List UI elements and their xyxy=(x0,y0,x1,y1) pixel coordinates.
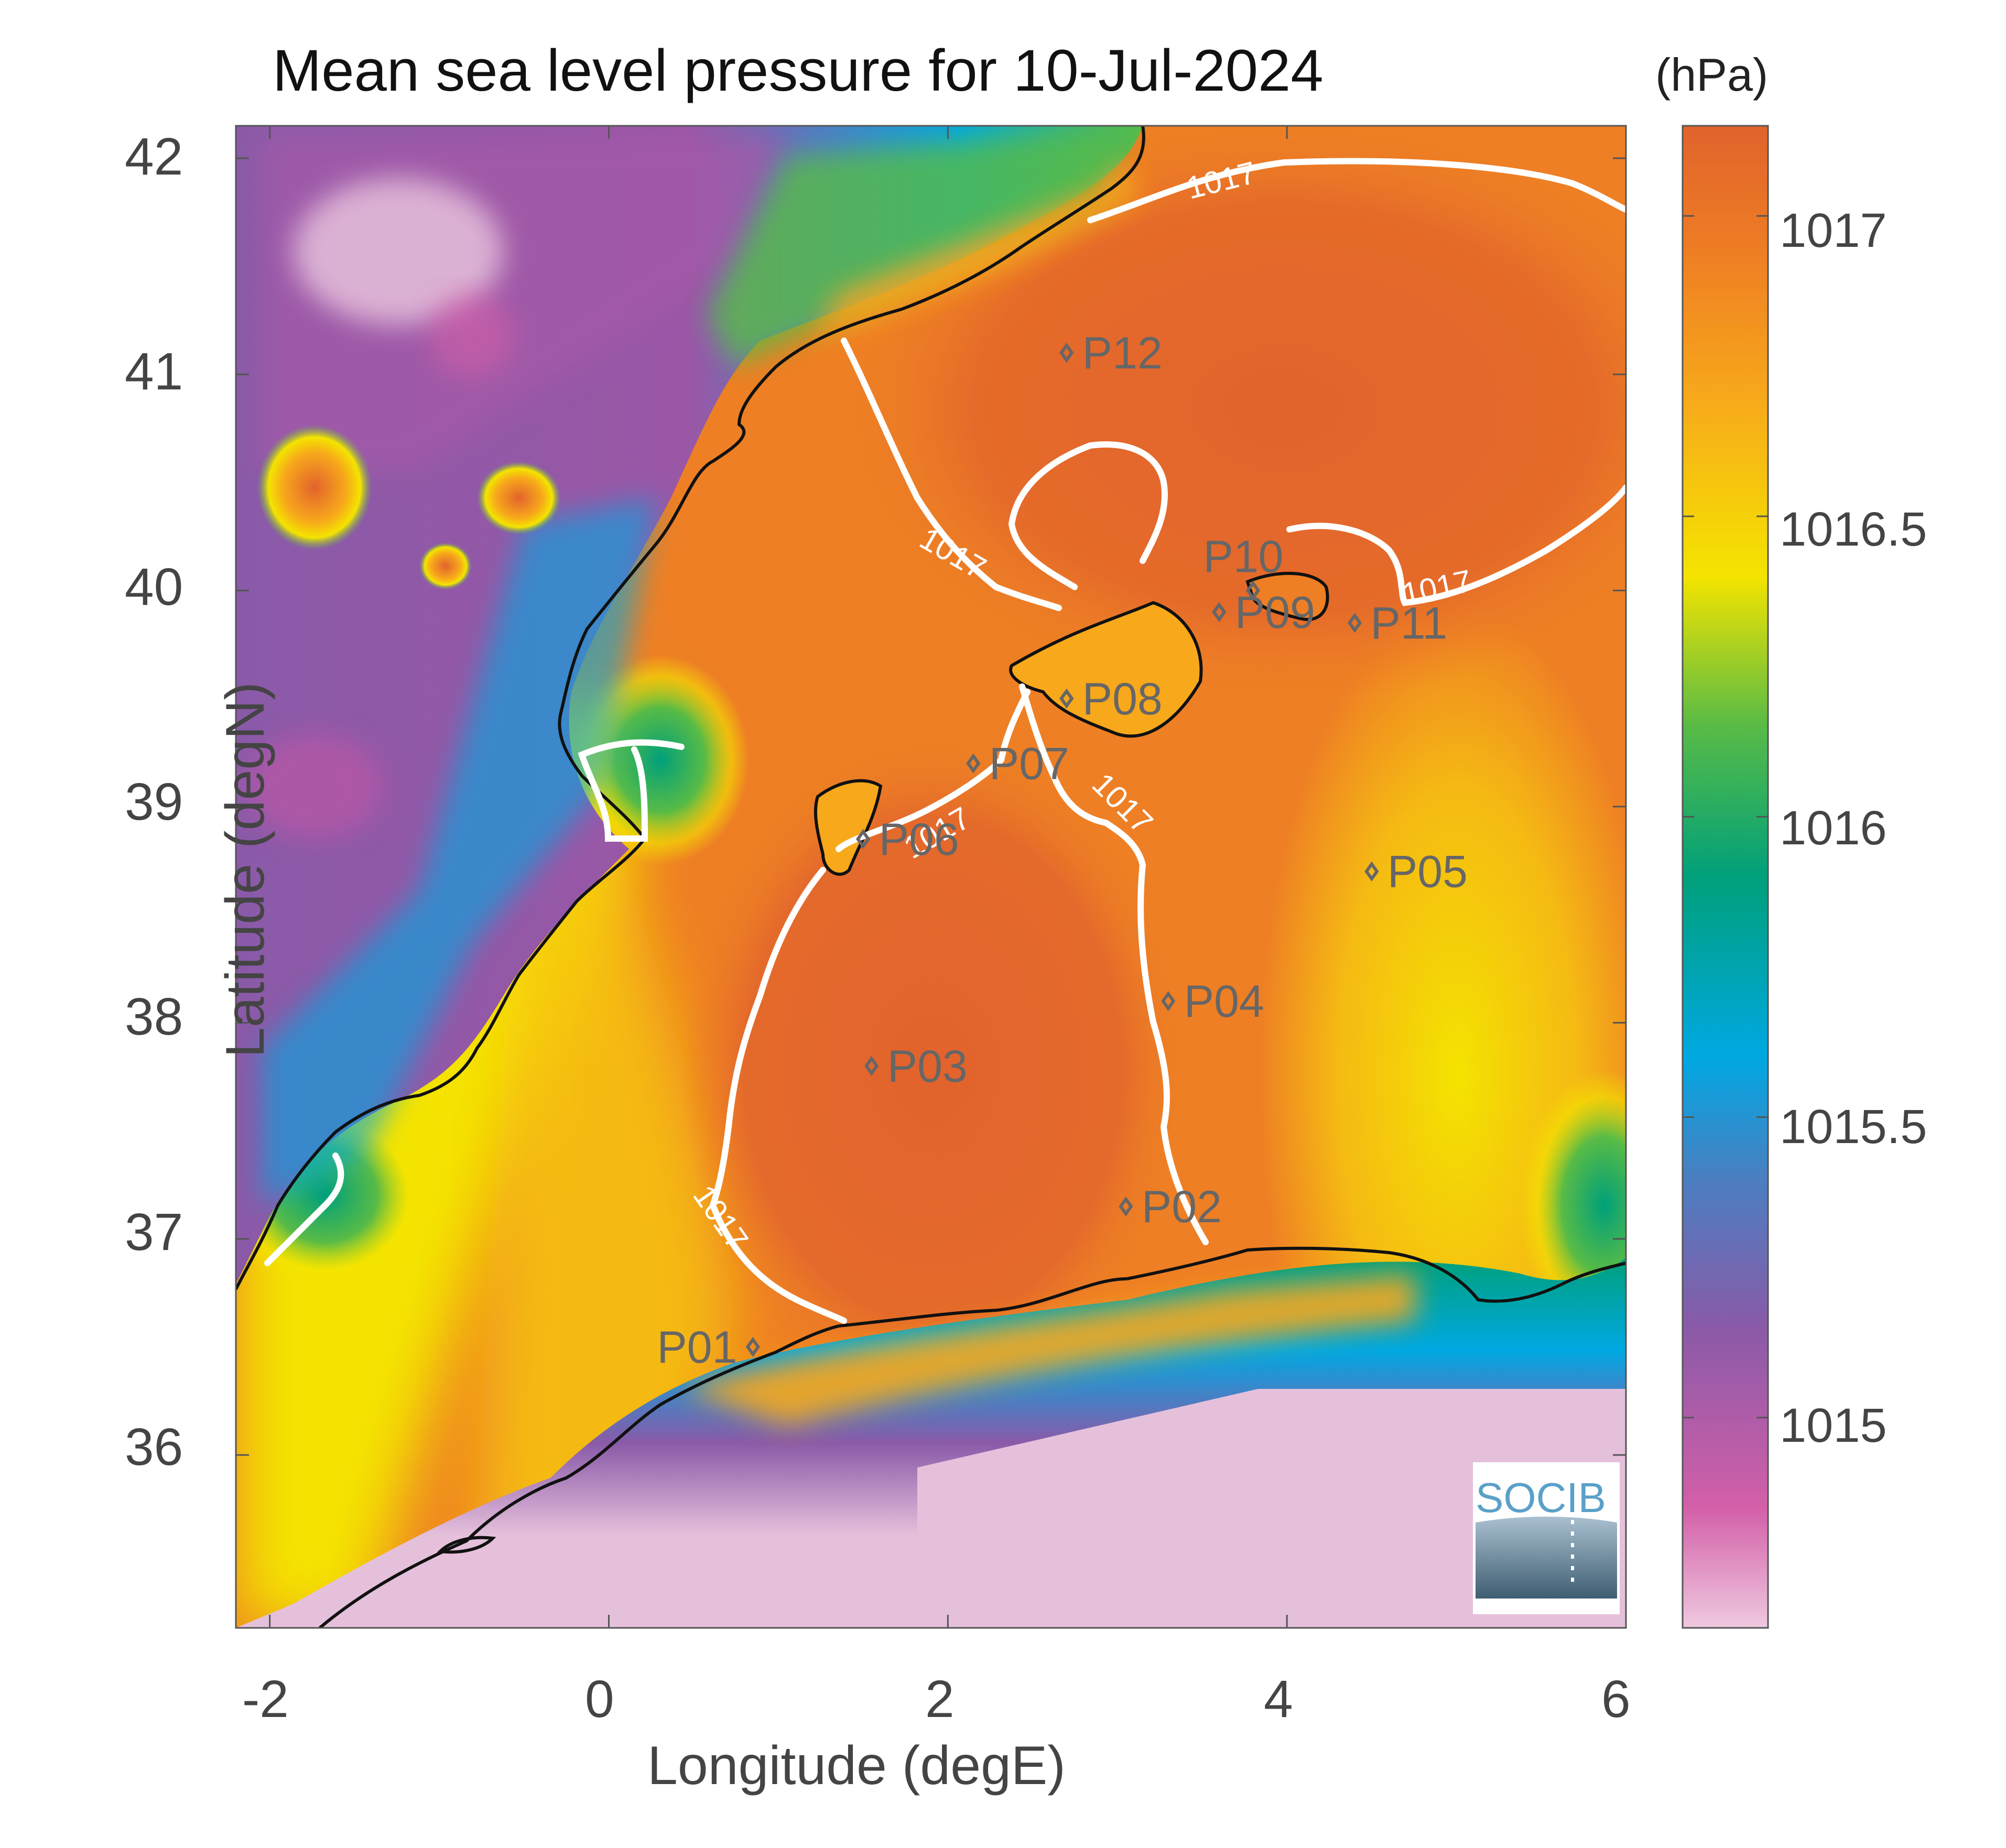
x-tick-label: -2 xyxy=(242,1670,289,1729)
y-axis-label: Latitude (degN) xyxy=(214,682,276,1058)
station-label: P05 xyxy=(1387,847,1468,897)
colorbar-tick-label: 1015.5 xyxy=(1780,1100,1927,1154)
x-tick-label: 4 xyxy=(1264,1670,1293,1729)
station-label: P11 xyxy=(1371,598,1448,648)
station-label: P03 xyxy=(887,1041,968,1092)
station-diamond-icon xyxy=(966,753,981,774)
logo-text: SOCIB xyxy=(1476,1474,1606,1521)
station-label: P02 xyxy=(1142,1182,1222,1232)
station-marker: P07 xyxy=(966,739,1069,789)
station-marker: P12 xyxy=(1059,328,1163,378)
x-axis-label: Longitude (degE) xyxy=(647,1735,1066,1796)
y-tick-label: 41 xyxy=(125,342,183,401)
map-title: Mean sea level pressure for 10-Jul-2024 xyxy=(273,38,1324,103)
ibiza-fill xyxy=(815,780,881,875)
station-label: P10 xyxy=(1203,532,1283,582)
station-marker: P05 xyxy=(1364,847,1468,897)
station-label: P06 xyxy=(879,814,959,865)
station-label: P07 xyxy=(989,739,1069,789)
station-diamond-icon xyxy=(1245,580,1261,601)
station-marker: P01 xyxy=(657,1322,761,1373)
station-markers: P01 P02 P03 P04 P05 P06 P07 P08 P09 P10 P11 P12 xyxy=(657,328,1468,1373)
y-tick-label: 38 xyxy=(125,987,183,1046)
station-marker: P11 xyxy=(1347,598,1448,648)
colorbar-units: (hPa) xyxy=(1655,49,1769,101)
station-diamond-icon xyxy=(1212,602,1227,623)
y-tick-label: 37 xyxy=(125,1203,183,1262)
colorbar-tick-label: 1016.5 xyxy=(1780,503,1927,556)
station-marker: P04 xyxy=(1161,976,1264,1027)
station-marker: P03 xyxy=(864,1041,968,1092)
colorbar-tick-label: 1017 xyxy=(1780,204,1887,257)
station-marker: P09 xyxy=(1212,588,1315,638)
station-label: P12 xyxy=(1082,328,1163,378)
station-diamond-icon xyxy=(855,829,871,849)
x-tick-label: 0 xyxy=(585,1670,614,1729)
colorbar xyxy=(1682,125,1769,1629)
station-marker: P06 xyxy=(855,814,959,865)
plot-frame xyxy=(235,125,1627,1629)
station-diamond-icon xyxy=(1119,1196,1133,1217)
station-label: P04 xyxy=(1184,976,1264,1027)
station-label: P01 xyxy=(657,1322,737,1373)
station-diamond-icon xyxy=(1347,613,1362,633)
colorbar-ticks xyxy=(1683,215,1768,1419)
colorbar-tick-label: 1015 xyxy=(1780,1399,1887,1452)
pressure-field: 1017 1017 1017 1017 1017 1017 SOCIB xyxy=(236,126,1626,1628)
station-diamond-icon xyxy=(745,1336,761,1357)
contour-1017 xyxy=(264,158,1626,1324)
axis-ticks xyxy=(236,126,1627,1628)
y-tick-label: 40 xyxy=(125,558,183,616)
station-diamond-icon xyxy=(1059,342,1074,363)
y-tick-label: 39 xyxy=(125,773,183,831)
station-marker: P10 xyxy=(1203,532,1284,601)
coastline xyxy=(236,126,1626,1628)
mallorca-fill xyxy=(1011,603,1201,736)
station-diamond-icon xyxy=(1059,688,1074,709)
station-diamond-icon xyxy=(1161,991,1176,1012)
x-tick-label: 6 xyxy=(1601,1670,1631,1729)
colorbar-tick-label: 1016 xyxy=(1780,801,1887,855)
station-diamond-icon xyxy=(1364,861,1379,882)
socib-logo: SOCIB xyxy=(1473,1462,1620,1614)
y-tick-label: 36 xyxy=(125,1418,183,1476)
station-marker: P02 xyxy=(1119,1182,1222,1232)
station-diamond-icon xyxy=(864,1056,879,1076)
y-tick-label: 42 xyxy=(125,127,183,186)
station-label: P09 xyxy=(1235,588,1315,638)
station-label: P08 xyxy=(1082,674,1163,724)
station-marker: P08 xyxy=(1059,674,1163,724)
x-tick-label: 2 xyxy=(925,1670,955,1729)
